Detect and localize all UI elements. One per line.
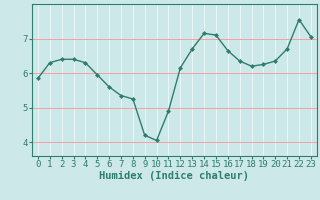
X-axis label: Humidex (Indice chaleur): Humidex (Indice chaleur) [100, 171, 249, 181]
